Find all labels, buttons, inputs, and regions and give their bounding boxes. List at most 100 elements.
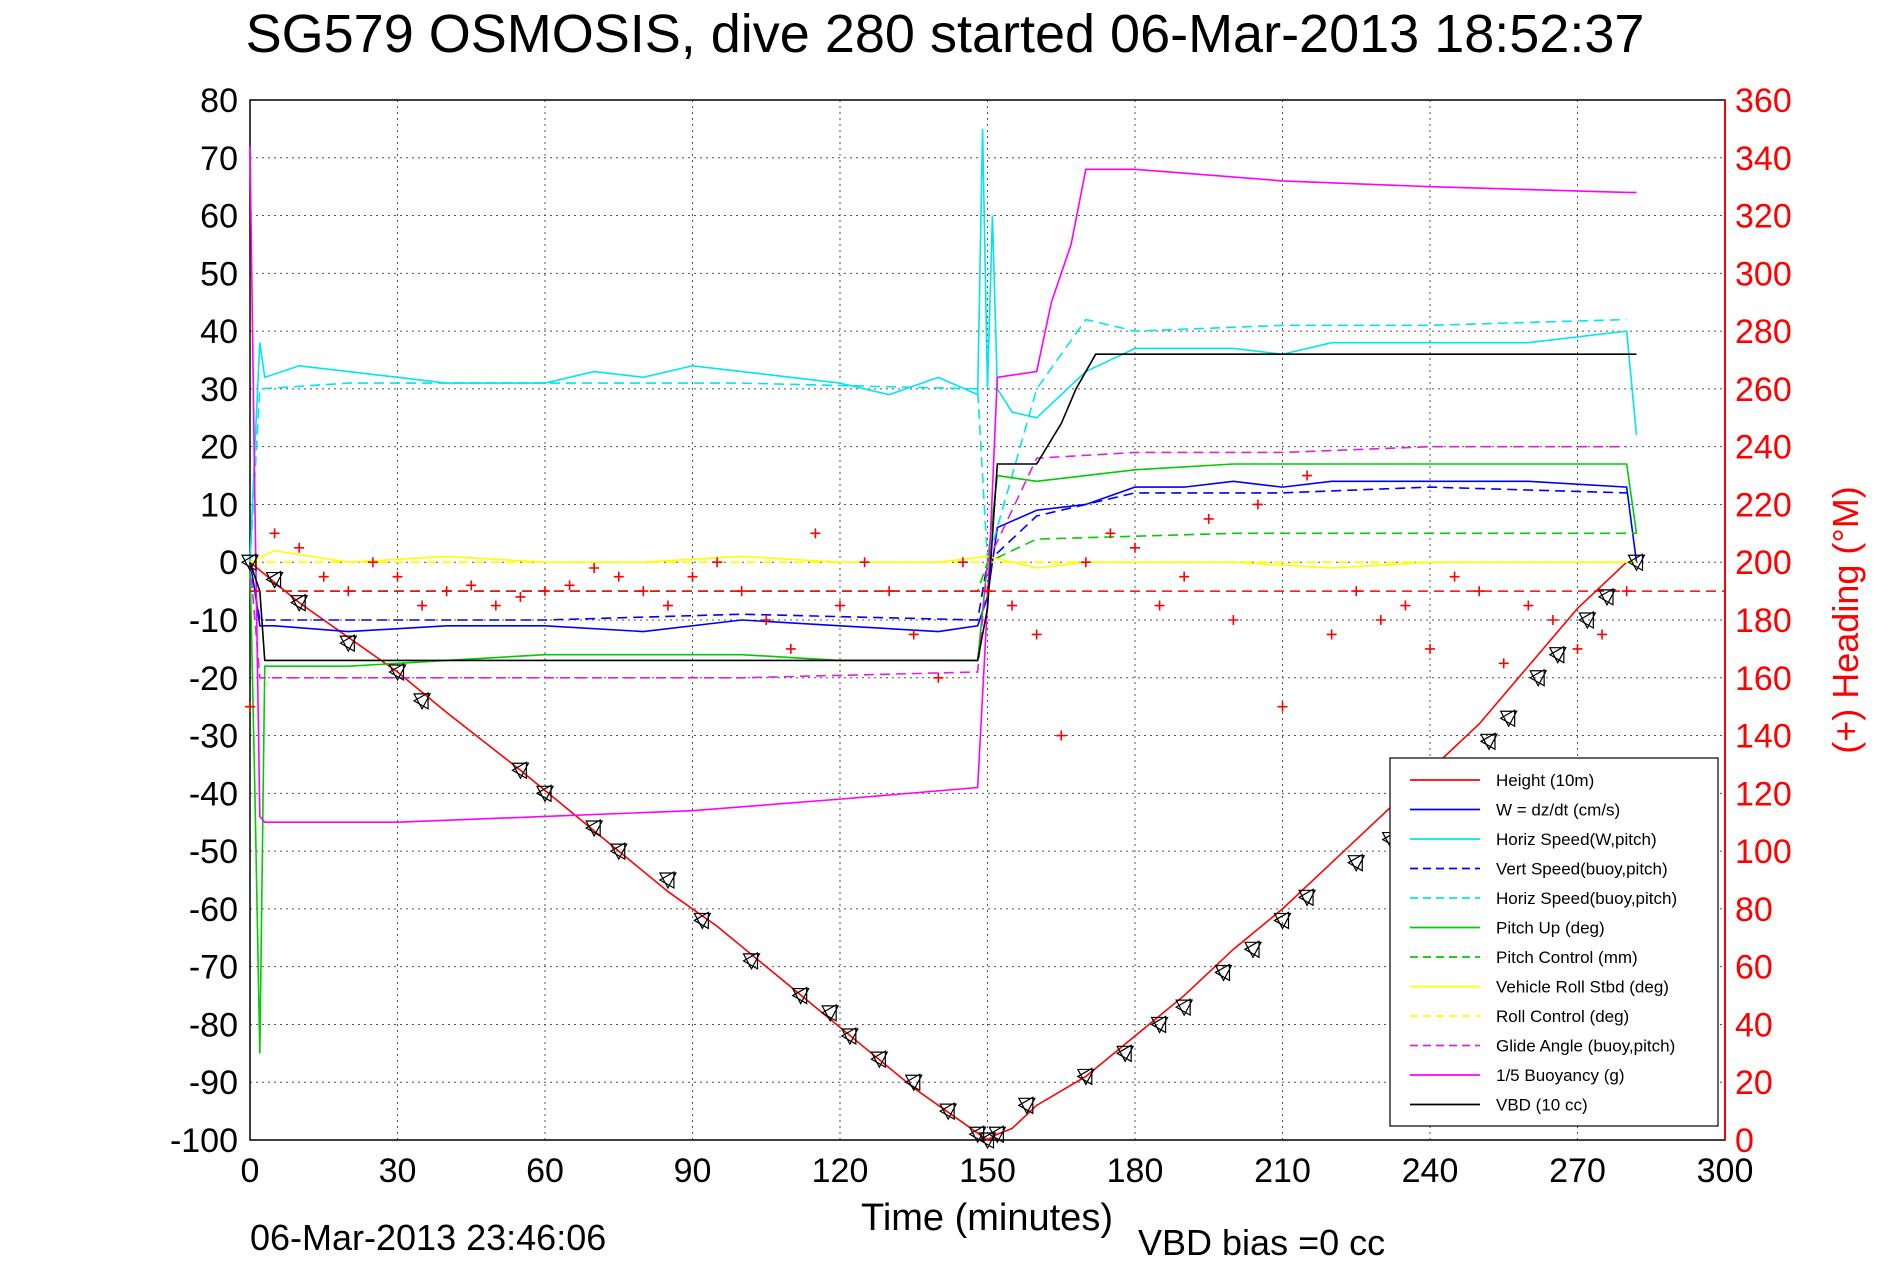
height-triangle-marker bbox=[791, 986, 810, 1005]
heading-point bbox=[1105, 528, 1116, 539]
legend-entry-label: 1/5 Buoyancy (g) bbox=[1496, 1066, 1625, 1085]
legend-entry-label: Glide Angle (buoy,pitch) bbox=[1496, 1037, 1675, 1056]
heading-point bbox=[515, 591, 526, 602]
series-line-1-5-buoyancy-g- bbox=[249, 146, 1637, 824]
x-tick-label: 270 bbox=[1549, 1152, 1606, 1190]
height-triangle-marker bbox=[978, 1130, 997, 1150]
x-tick-label: 180 bbox=[1107, 1152, 1164, 1190]
y-left-tick-label: -30 bbox=[189, 718, 238, 756]
heading-point bbox=[1277, 701, 1288, 712]
x-axis-label: Time (minutes) bbox=[861, 1197, 1113, 1239]
heading-point bbox=[1007, 600, 1018, 611]
height-triangle-marker bbox=[1578, 610, 1597, 630]
height-triangle-marker bbox=[1174, 998, 1194, 1017]
series-line-height-10m- bbox=[249, 561, 1628, 1141]
y-left-tick-label: 0 bbox=[219, 544, 238, 582]
height-triangle-marker bbox=[535, 784, 554, 803]
heading-point bbox=[1474, 586, 1485, 597]
height-triangle-marker bbox=[1017, 1096, 1036, 1115]
heading-point bbox=[1400, 600, 1411, 611]
heading-point bbox=[1154, 600, 1165, 611]
heading-point bbox=[785, 643, 796, 654]
chart-title: SG579 OSMOSIS, dive 280 started 06-Mar-2… bbox=[246, 4, 1645, 64]
legend-items: Height (10m) W = dz/dt (cm/s) Horiz Speed(… bbox=[1410, 771, 1677, 1115]
x-tick-label: 240 bbox=[1402, 1152, 1459, 1190]
y-left-tick-label: -20 bbox=[189, 660, 238, 698]
legend-entry-label: Horiz Speed(buoy,pitch) bbox=[1496, 889, 1677, 908]
x-tick-label: 0 bbox=[241, 1152, 260, 1190]
heading-point bbox=[736, 586, 747, 597]
heading-point bbox=[662, 600, 673, 611]
height-triangle-marker bbox=[938, 1102, 958, 1121]
height-triangle-marker bbox=[240, 553, 259, 572]
heading-point bbox=[957, 557, 968, 568]
series-line-vbd-10-cc- bbox=[249, 353, 1637, 662]
y-left-tick-label: 70 bbox=[200, 140, 238, 178]
series-line-glide-angle-buoy-pitch- bbox=[249, 445, 1627, 679]
heading-point bbox=[540, 586, 550, 597]
height-triangle-marker bbox=[388, 662, 407, 682]
height-triangle-marker bbox=[988, 1125, 1007, 1144]
x-tick-label: 210 bbox=[1254, 1152, 1311, 1190]
y-right-tick-label: 0 bbox=[1735, 1122, 1754, 1160]
y-right-tick-labels: 3603403203002802602402202001801601401201… bbox=[1735, 82, 1792, 1160]
heading-point bbox=[589, 563, 600, 573]
height-triangle-marker bbox=[1597, 587, 1616, 607]
y-right-tick-label: 360 bbox=[1735, 82, 1792, 120]
heading-point bbox=[1080, 557, 1091, 568]
y-left-tick-label: 60 bbox=[200, 198, 238, 236]
height-triangle-marker bbox=[1297, 888, 1317, 907]
legend-entry-label: VBD (10 cc) bbox=[1496, 1096, 1588, 1115]
legend-entry-label: Height (10m) bbox=[1496, 771, 1594, 790]
x-tick-label: 120 bbox=[812, 1152, 869, 1190]
heading-point bbox=[884, 586, 895, 597]
heading-point bbox=[613, 571, 624, 582]
heading-point bbox=[810, 528, 821, 539]
y-right-tick-label: 200 bbox=[1735, 544, 1792, 582]
legend-entry-label: Horiz Speed(W,pitch) bbox=[1496, 830, 1657, 849]
heading-point bbox=[1449, 571, 1460, 582]
height-triangle-marker bbox=[265, 570, 284, 589]
height-triangle-marker bbox=[1150, 1015, 1169, 1034]
heading-point bbox=[859, 557, 870, 568]
y-left-tick-label: 20 bbox=[200, 429, 238, 467]
legend-entry-label: Roll Control (deg) bbox=[1496, 1007, 1629, 1026]
x-tick-label: 300 bbox=[1697, 1152, 1754, 1190]
heading-point bbox=[1302, 470, 1313, 481]
y-left-tick-label: -70 bbox=[189, 949, 238, 987]
height-triangle-marker bbox=[1548, 645, 1567, 664]
height-triangle-marker bbox=[820, 1003, 840, 1023]
heading-point bbox=[1498, 658, 1509, 669]
heading-point bbox=[417, 600, 428, 611]
y-left-tick-label: 10 bbox=[200, 486, 238, 524]
y-right-tick-label: 100 bbox=[1735, 833, 1792, 871]
heading-point bbox=[466, 580, 477, 591]
heading-point bbox=[441, 586, 452, 597]
y-right-tick-label: 40 bbox=[1735, 1006, 1773, 1044]
y-right-tick-label: 20 bbox=[1735, 1064, 1773, 1102]
height-triangle-marker bbox=[840, 1026, 859, 1046]
heading-point bbox=[343, 586, 354, 597]
heading-point bbox=[490, 600, 501, 611]
heading-point bbox=[1621, 586, 1632, 597]
heading-point bbox=[761, 615, 772, 625]
y-right-tick-label: 280 bbox=[1735, 313, 1792, 351]
y-left-tick-label: 80 bbox=[200, 82, 238, 120]
heading-point bbox=[1203, 513, 1214, 524]
heading-point bbox=[1031, 629, 1042, 640]
legend-entry-label: Pitch Up (deg) bbox=[1496, 919, 1605, 938]
heading-point bbox=[1326, 629, 1337, 640]
heading-point bbox=[1375, 615, 1386, 625]
heading-point bbox=[1523, 600, 1534, 611]
heading-point bbox=[1547, 615, 1558, 625]
heading-layer bbox=[245, 470, 1632, 741]
footer-timestamp: 06-Mar-2013 23:46:06 bbox=[250, 1217, 606, 1258]
height-triangle-marker bbox=[1115, 1044, 1135, 1063]
y-right-tick-label: 180 bbox=[1735, 602, 1792, 640]
y-left-tick-label: -60 bbox=[189, 891, 238, 929]
legend: Height (10m) W = dz/dt (cm/s) Horiz Speed(… bbox=[1389, 757, 1719, 1127]
y-left-tick-label: -50 bbox=[189, 833, 238, 871]
height-triangle-marker bbox=[658, 870, 677, 890]
heading-point bbox=[1597, 629, 1608, 640]
